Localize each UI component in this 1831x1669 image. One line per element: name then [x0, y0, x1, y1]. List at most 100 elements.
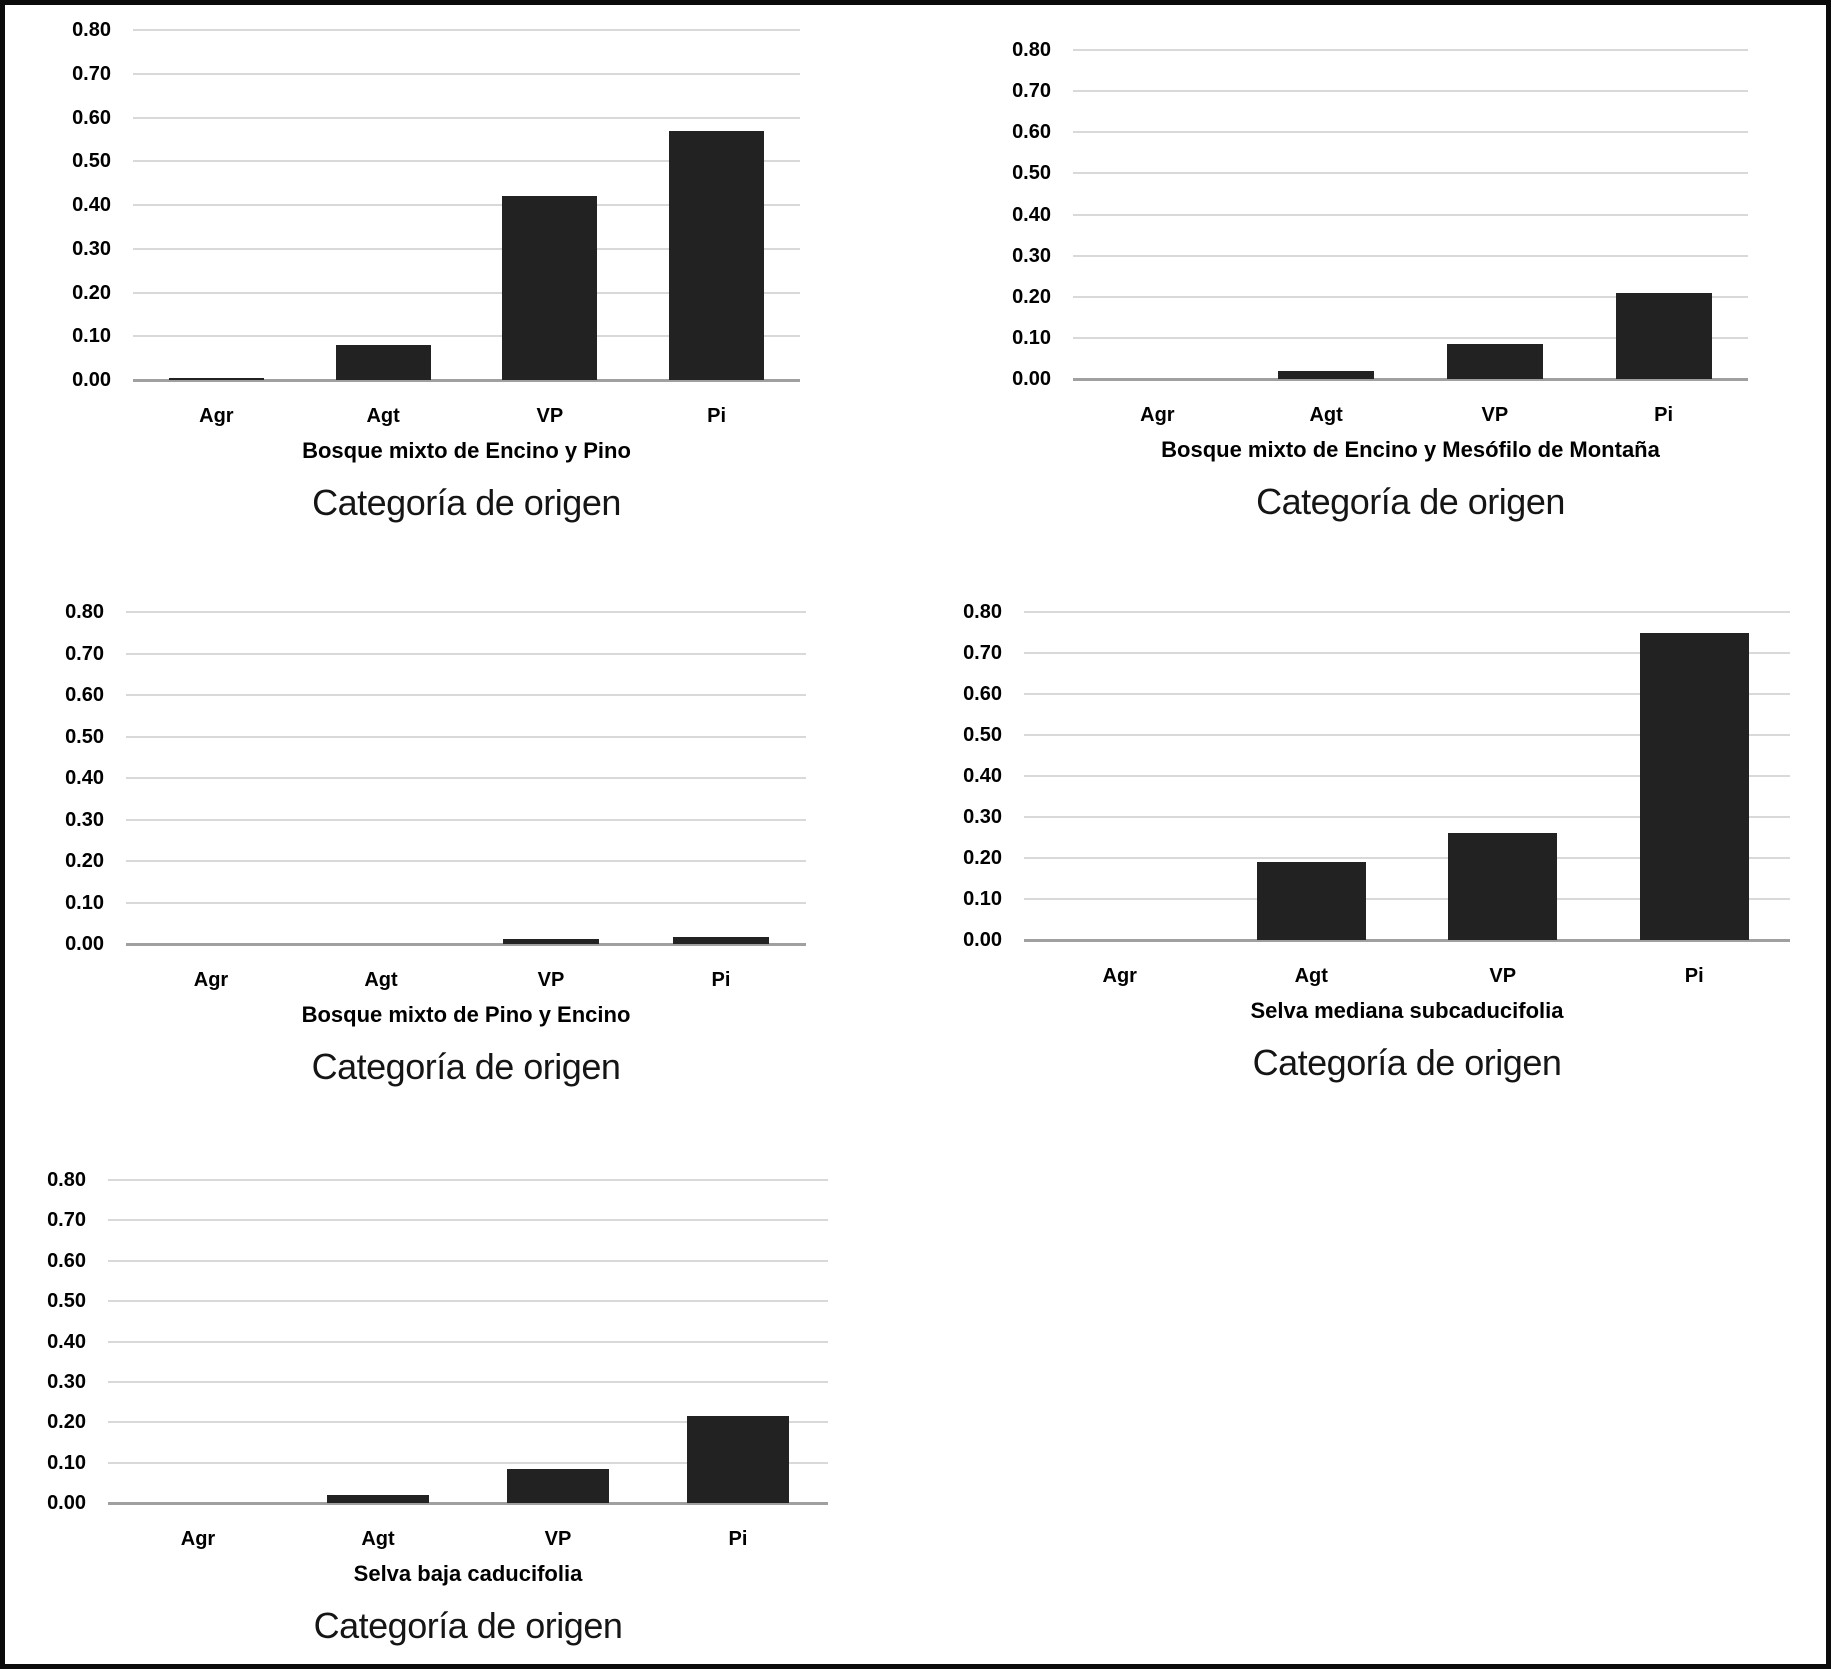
bar-vp: [1448, 833, 1558, 940]
bar-agt: [335, 345, 431, 380]
x-category-label: Pi: [1684, 965, 1704, 987]
y-tick-label: 0.50: [65, 725, 104, 748]
y-tick-label: 0.80: [72, 19, 111, 41]
gridline: [1073, 131, 1748, 134]
x-category-label: Agr: [1140, 404, 1175, 426]
x-category-label: Agt: [361, 1528, 395, 1550]
gridline: [108, 1461, 828, 1464]
gridline: [126, 818, 806, 821]
y-tick-label: 0.50: [963, 724, 1002, 746]
x-axis-line: [1024, 939, 1790, 942]
gridline: [133, 116, 800, 119]
y-tick-label: 0.30: [72, 237, 111, 260]
bar-vp: [1446, 344, 1543, 379]
x-category-label: Pi: [728, 1528, 748, 1550]
gridline: [108, 1421, 828, 1424]
bar-agr: [168, 377, 264, 380]
y-tick-label: 0.10: [72, 325, 111, 348]
y-tick-label: 0.10: [1012, 326, 1051, 349]
y-tick-label: 0.60: [1012, 121, 1051, 144]
x-category-label: VP: [1489, 965, 1517, 987]
gridline: [133, 291, 800, 294]
gridline: [1024, 693, 1790, 695]
y-tick-label: 0.70: [72, 62, 111, 85]
y-tick-label: 0.60: [72, 106, 111, 129]
y-tick-label: 0.40: [65, 767, 104, 789]
gridline: [1073, 213, 1748, 216]
y-tick-label: 0.70: [65, 642, 104, 665]
y-tick-label: 0.10: [47, 1451, 86, 1474]
y-tick-label: 0.40: [47, 1330, 86, 1353]
y-tick-label: 0.20: [47, 1411, 86, 1434]
gridline: [1024, 611, 1790, 613]
gridline: [1024, 857, 1790, 859]
y-tick-label: 0.30: [47, 1370, 86, 1393]
y-tick-label: 0.70: [1012, 80, 1051, 103]
gridline: [126, 611, 806, 613]
y-tick-label: 0.30: [1012, 244, 1051, 267]
x-axis-title: Categoría de origen: [312, 482, 621, 523]
y-tick-label: 0.20: [963, 847, 1002, 869]
x-category-label: Agt: [364, 969, 398, 991]
bar-agt: [326, 1494, 430, 1503]
gridline: [133, 204, 800, 206]
bar-agt: [1278, 370, 1375, 379]
gridline: [108, 1259, 828, 1262]
bar-pi: [672, 937, 770, 944]
bar-vp: [502, 196, 598, 380]
x-axis-line: [126, 943, 806, 946]
y-tick-label: 0.70: [963, 642, 1002, 664]
y-tick-label: 0.50: [72, 150, 111, 173]
y-tick-label: 0.10: [963, 888, 1002, 910]
y-tick-label: 0.30: [963, 806, 1002, 828]
x-category-label: Agr: [199, 405, 234, 427]
bar-vp: [502, 939, 600, 944]
chart-group-title: Bosque mixto de Encino y Pino: [302, 438, 631, 463]
gridline: [133, 29, 800, 31]
gridline: [108, 1380, 828, 1383]
y-tick-label: 0.80: [65, 601, 104, 623]
gridline: [126, 901, 806, 904]
x-category-label: Pi: [1654, 404, 1674, 426]
gridline: [1073, 336, 1748, 339]
bar-vp: [506, 1468, 610, 1503]
gridline: [126, 652, 806, 655]
bar-pi: [1615, 292, 1712, 379]
gridline: [1024, 898, 1790, 900]
gridline: [1024, 775, 1790, 777]
x-category-label: VP: [544, 1528, 572, 1550]
x-category-label: Agr: [180, 1528, 216, 1550]
y-tick-label: 0.40: [1012, 203, 1051, 226]
bar-pi: [1639, 632, 1749, 940]
x-category-label: Agr: [193, 969, 229, 991]
gridline: [108, 1340, 828, 1343]
bar-pi: [669, 130, 765, 380]
x-axis-title: Categoría de origen: [1252, 1042, 1562, 1083]
x-category-label: VP: [1481, 404, 1509, 426]
y-tick-label: 0.40: [72, 194, 111, 216]
gridline: [133, 72, 800, 75]
gridline: [126, 735, 806, 738]
gridline: [1073, 172, 1748, 175]
y-tick-label: 0.50: [47, 1290, 86, 1313]
gridline: [1073, 295, 1748, 298]
y-tick-label: 0.40: [963, 765, 1002, 787]
y-tick-label: 0.50: [1012, 162, 1051, 185]
gridline: [1073, 254, 1748, 257]
x-category-label: Pi: [711, 969, 731, 991]
chart-group-title: Selva baja caducifolia: [353, 1561, 583, 1586]
gridline: [1073, 49, 1748, 51]
y-tick-label: 0.20: [72, 281, 111, 304]
y-tick-label: 0.30: [65, 808, 104, 831]
y-tick-label: 0.60: [47, 1249, 86, 1272]
gridline: [126, 694, 806, 696]
x-category-label: Pi: [707, 405, 727, 427]
gridline: [1073, 90, 1748, 93]
gridline: [133, 160, 800, 163]
x-category-label: Agt: [366, 405, 400, 427]
y-tick-label: 0.20: [65, 850, 104, 872]
x-category-label: Agt: [1294, 965, 1328, 987]
x-category-label: VP: [537, 969, 565, 991]
gridline: [126, 777, 806, 779]
